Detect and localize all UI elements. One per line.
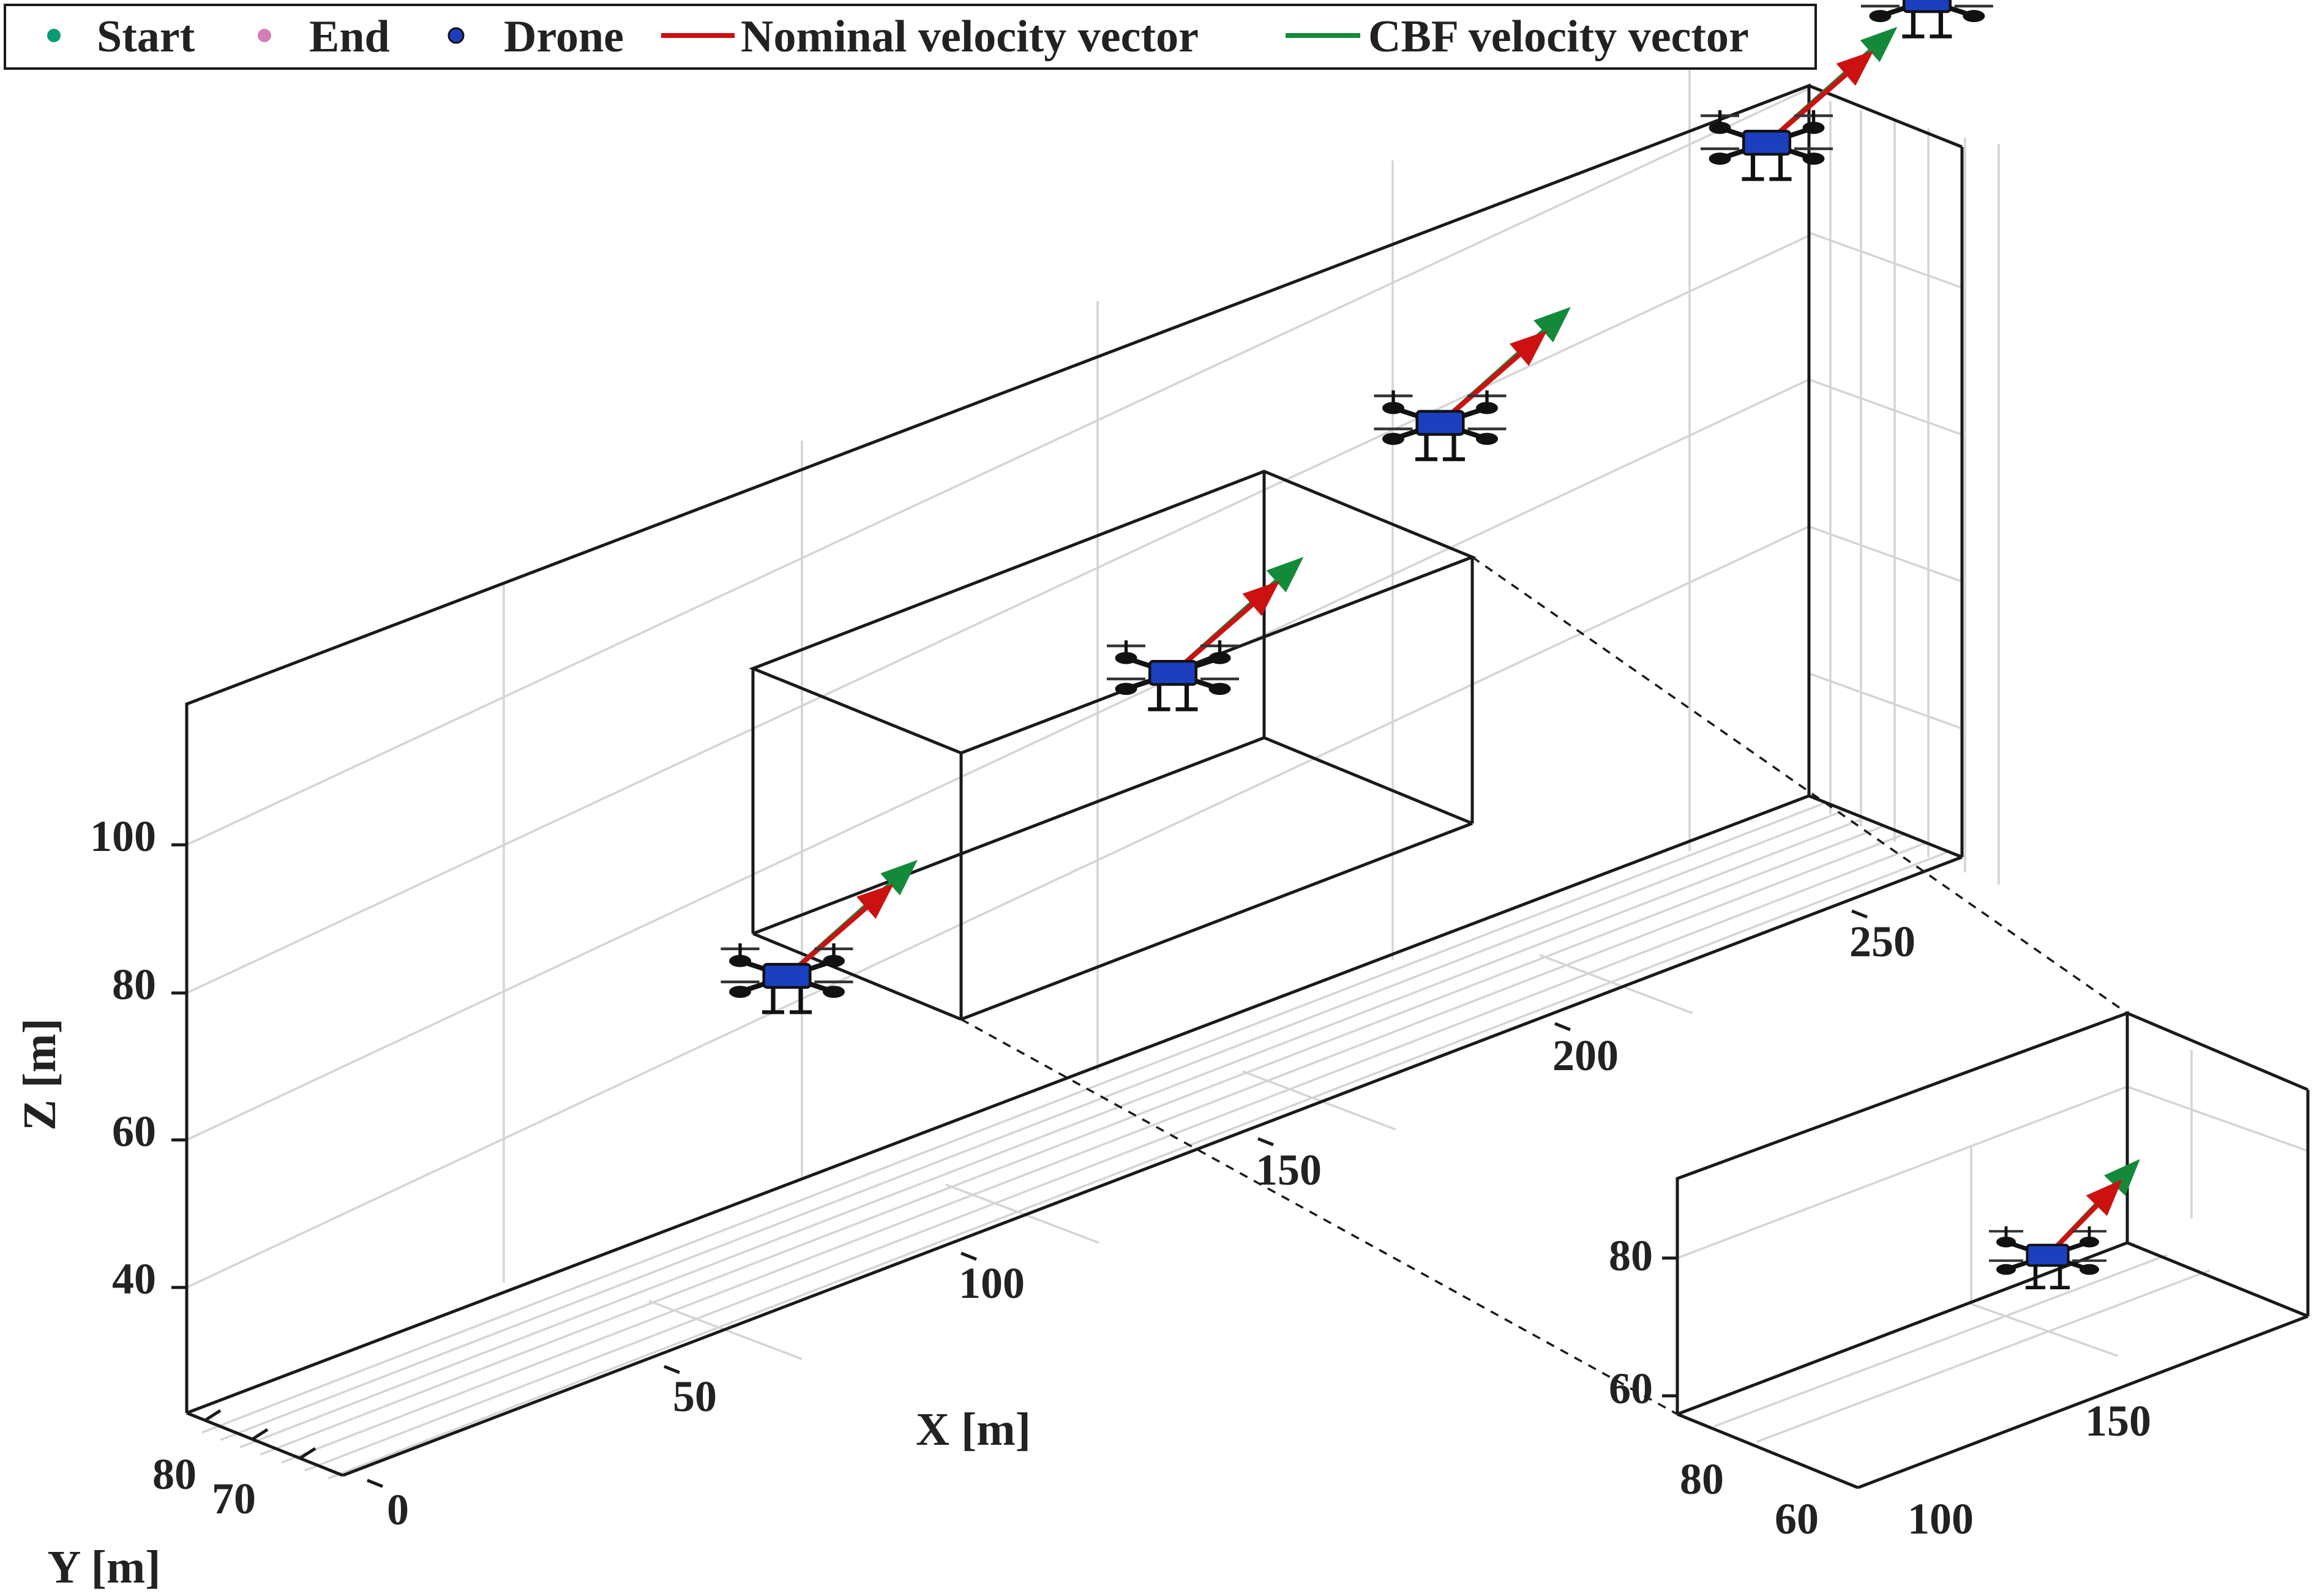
inset-z-tick-label: 60 bbox=[1609, 1364, 1653, 1413]
x-ticks bbox=[367, 909, 1868, 1488]
legend-label-drone: Drone bbox=[504, 12, 624, 62]
legend-box bbox=[4, 4, 1817, 70]
right-floor-edge bbox=[1808, 794, 1963, 859]
left-floor-edge bbox=[186, 1411, 343, 1477]
drone-marker bbox=[721, 943, 853, 1013]
inset-x-tick-label: 100 bbox=[1908, 1494, 1974, 1543]
x-tick-label: 50 bbox=[673, 1372, 717, 1421]
x-tick-label: 150 bbox=[1256, 1145, 1322, 1194]
z-tick-label: 100 bbox=[90, 812, 156, 861]
z-ticks bbox=[171, 843, 187, 1289]
legend-item-end: End bbox=[258, 12, 390, 62]
x-tick-label: 0 bbox=[387, 1485, 409, 1534]
legend: Start End Drone Nominal velocity vector … bbox=[4, 4, 1817, 70]
x-tick-label: 100 bbox=[959, 1259, 1025, 1308]
floor-grid bbox=[201, 802, 1951, 1480]
inset-y-tick-label: 80 bbox=[1680, 1455, 1724, 1504]
y-tick-label: 80 bbox=[152, 1450, 197, 1499]
legend-item-cbf: CBF velocity vector bbox=[1286, 12, 1749, 62]
zoom-region-box bbox=[749, 470, 1477, 1021]
back-frame bbox=[185, 83, 1811, 1415]
legend-item-drone: Drone bbox=[447, 12, 624, 62]
y-axis-label: Y [m] bbox=[48, 1542, 161, 1593]
legend-marker-end bbox=[258, 29, 271, 42]
zoom-connector-lines bbox=[960, 556, 2128, 1415]
inset-grid bbox=[1677, 1050, 2308, 1443]
legend-marker-drone bbox=[447, 27, 465, 44]
y-tick-label: 70 bbox=[212, 1474, 256, 1523]
main-axes: 100 80 60 40 0 50 100 150 200 250 80 70 … bbox=[14, 24, 2000, 1593]
legend-marker-start bbox=[47, 29, 61, 42]
z-tick-label: 80 bbox=[112, 960, 156, 1009]
x-tick-label: 200 bbox=[1552, 1031, 1619, 1080]
legend-label-end: End bbox=[309, 12, 390, 62]
legend-item-start: Start bbox=[47, 12, 195, 62]
z-axis-label: Z [m] bbox=[14, 1018, 66, 1131]
inset-x-tick-label: 150 bbox=[2085, 1396, 2151, 1445]
inset-data-layer bbox=[1989, 1159, 2140, 1287]
main-data-layer bbox=[721, 0, 1999, 1012]
right-wall-grid bbox=[1808, 101, 2000, 885]
back-wall-grid bbox=[186, 24, 1810, 1289]
inset-y-tick-label: 60 bbox=[1775, 1494, 1819, 1543]
right-top-edge bbox=[1808, 84, 1963, 149]
legend-label-start: Start bbox=[97, 12, 195, 62]
legend-label-nominal: Nominal velocity vector bbox=[741, 12, 1199, 62]
z-tick-label: 40 bbox=[112, 1254, 156, 1303]
x-tick-label: 250 bbox=[1849, 917, 1915, 966]
x-axis-label: X [m] bbox=[916, 1404, 1031, 1455]
legend-label-cbf: CBF velocity vector bbox=[1368, 12, 1749, 62]
drone-marker bbox=[1701, 110, 1833, 179]
z-tick-label: 60 bbox=[112, 1107, 156, 1156]
front-floor-edge bbox=[342, 855, 1963, 1477]
y-ticks bbox=[204, 1409, 316, 1460]
legend-item-nominal: Nominal velocity vector bbox=[661, 12, 1199, 62]
drone-marker bbox=[1374, 391, 1507, 460]
drone-marker bbox=[1861, 0, 1993, 37]
inset-axes: 80 60 80 60 100 150 bbox=[1609, 1011, 2310, 1543]
inset-z-tick-label: 80 bbox=[1609, 1231, 1653, 1280]
